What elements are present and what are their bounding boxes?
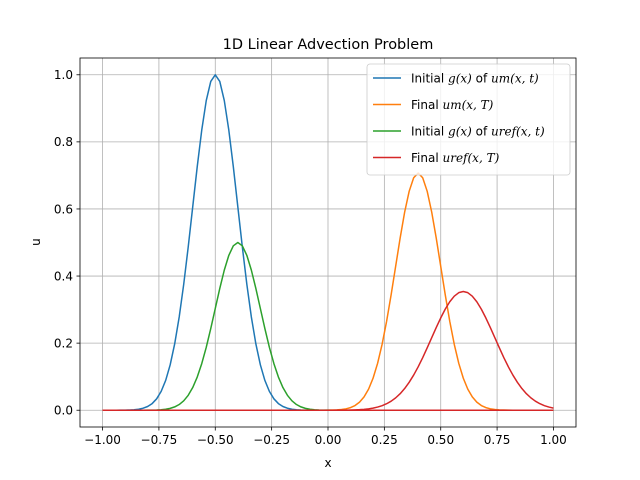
legend-label-part: uref(x, t) [491, 125, 545, 139]
y-tick-label: 0.6 [54, 202, 73, 216]
series-lines [102, 74, 554, 411]
y-tick-label: 0.2 [54, 336, 73, 350]
y-axis-label: u [29, 238, 43, 246]
legend-label-part: of [472, 125, 491, 139]
y-tick-label: 0.0 [54, 404, 73, 418]
chart-title: 1D Linear Advection Problem [223, 37, 434, 53]
y-tick-label: 0.8 [54, 135, 73, 149]
legend-label: Final uref(x, T) [411, 151, 500, 165]
legend: Initial g(x) of um(x, t) Final um(x, T) In… [366, 63, 571, 176]
legend-box [366, 63, 571, 176]
x-tick-label: −0.25 [253, 433, 290, 447]
x-tick-label: 0.75 [484, 433, 511, 447]
x-tick-label: 1.00 [540, 433, 567, 447]
x-tick-label: −1.00 [84, 433, 121, 447]
x-axis-ticks: −1.00 −0.75 −0.50 −0.25 0.00 0.25 0.50 0.75 1.00 [84, 427, 567, 447]
legend-label-part: Final [411, 151, 442, 165]
x-axis-label: x [324, 456, 331, 470]
legend-label-part: uref(x, T) [442, 151, 499, 165]
legend-label: Final um(x, T) [411, 98, 494, 112]
x-tick-label: 0.25 [371, 433, 398, 447]
legend-label-part: Initial [411, 72, 448, 86]
legend-label-part: Initial [411, 125, 448, 139]
legend-label-part: Final [411, 98, 442, 112]
x-tick-label: −0.50 [197, 433, 234, 447]
y-tick-label: 0.4 [54, 269, 73, 283]
x-tick-label: 0.50 [427, 433, 454, 447]
legend-label: Initial g(x) of um(x, t) [411, 72, 539, 86]
legend-label-part: g(x) [448, 72, 472, 86]
x-tick-label: 0.00 [315, 433, 342, 447]
legend-label-part: um(x, T) [442, 98, 493, 112]
y-axis-ticks: 0.0 0.2 0.4 0.6 0.8 1.0 [54, 68, 80, 418]
x-tick-label: −0.75 [141, 433, 178, 447]
legend-label-part: of [472, 72, 491, 86]
legend-label-part: g(x) [448, 125, 472, 139]
y-tick-label: 1.0 [54, 68, 73, 82]
legend-label-part: um(x, t) [491, 72, 539, 86]
legend-label: Initial g(x) of uref(x, t) [411, 125, 545, 139]
